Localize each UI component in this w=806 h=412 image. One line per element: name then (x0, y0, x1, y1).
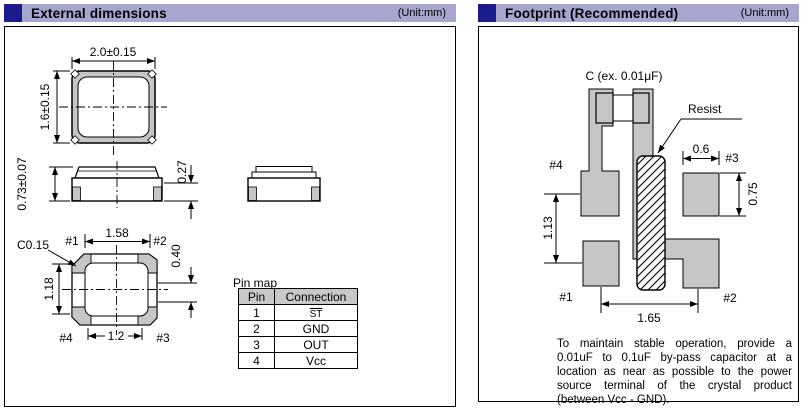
footprint-box: C (ex. 0.01μF) Resist 0.6 #3 (478, 26, 799, 406)
external-dimensions-header: External dimensions (Unit:mm) (4, 4, 456, 22)
side-pad-right (153, 186, 162, 201)
dim-fp-pad-width: 0.6 (693, 142, 710, 156)
footprint-drawing: C (ex. 0.01μF) Resist 0.6 #3 (541, 69, 760, 325)
side-view-end (247, 166, 321, 202)
top-view: 2.0±0.15 1.6±0.15 (38, 45, 167, 155)
capacitor-terminal-right (632, 92, 650, 124)
dim-side-height: 0.73±0.07 (15, 157, 29, 211)
pin3-label: #3 (156, 331, 170, 345)
table-row: 4 Vcc (238, 352, 358, 369)
pin-connection: ST (274, 304, 358, 321)
bottom-view: #1 #2 #4 #3 C0.15 1.58 0.40 1.18 (17, 226, 197, 345)
dim-fp-gap-y: 1.13 (541, 216, 555, 240)
table-row: 3 OUT (238, 336, 358, 353)
left-panel-title: External dimensions (31, 5, 167, 21)
table-row: 2 GND (238, 320, 358, 337)
pin-number: 1 (238, 304, 275, 321)
left-unit-label: (Unit:mm) (397, 7, 446, 19)
header-square-icon (4, 4, 22, 22)
external-dimensions-box: 2.0±0.15 1.6±0.15 (4, 26, 456, 407)
pin-number: 2 (238, 320, 275, 337)
fp-pin3-label: #3 (725, 151, 739, 165)
footprint-pad-3 (682, 172, 720, 217)
dim-top-height: 1.6±0.15 (38, 83, 52, 130)
resist-label: Resist (688, 102, 722, 116)
bypass-capacitor-note: To maintain stable operation, provide a … (557, 338, 792, 406)
side-view-front: 0.73±0.07 0.27 (15, 157, 198, 219)
capacitor-label: C (ex. 0.01μF) (586, 69, 663, 83)
dim-fp-pad-height: 0.75 (746, 182, 760, 206)
dim-electrode: 0.27 (175, 160, 189, 184)
pin-map-caption: Pin map (233, 276, 278, 290)
chamfer-label: C0.15 (17, 238, 49, 252)
right-panel-title: Footprint (Recommended) (505, 5, 679, 21)
pin-connection: GND (274, 320, 358, 337)
conn-col-header: Connection (274, 288, 358, 305)
pin1-label: #1 (65, 234, 79, 248)
dim-fp-pitch-x: 1.65 (637, 311, 661, 325)
dim-top-width: 2.0±0.15 (90, 45, 137, 59)
fp-pin1-label: #1 (559, 290, 573, 304)
pin-connection: Vcc (274, 352, 358, 369)
right-unit-label: (Unit:mm) (740, 7, 789, 19)
resist-bar (636, 155, 666, 291)
external-dimensions-drawing: 2.0±0.15 1.6±0.15 (15, 45, 321, 345)
dim-pad-span: 1.2 (108, 329, 125, 343)
capacitor-terminal-left (595, 92, 614, 124)
table-row: 1 ST (238, 304, 358, 321)
footprint-header: Footprint (Recommended) (Unit:mm) (478, 4, 799, 22)
header-square-icon (478, 4, 496, 22)
capacitor-body (611, 94, 634, 122)
dim-pad-pitch-y: 1.18 (42, 277, 56, 301)
pin-number: 4 (238, 352, 275, 369)
pin-col-header: Pin (238, 288, 275, 305)
pin-connection: OUT (274, 336, 358, 353)
pin-map-table: Pin Connection 1 ST 2 GND 3 OUT 4 Vcc (238, 288, 358, 369)
end-body (247, 177, 321, 202)
dim-pad-pitch-x: 1.58 (105, 226, 129, 240)
footprint-pad-1 (582, 240, 620, 287)
pin-number: 3 (238, 336, 275, 353)
pin4-label: #4 (59, 331, 73, 345)
fp-pin4-label: #4 (549, 158, 563, 172)
dim-pad-width: 0.40 (169, 244, 183, 268)
side-pad-left (72, 186, 81, 201)
fp-pin2-label: #2 (723, 291, 737, 305)
pin2-label: #2 (153, 234, 167, 248)
